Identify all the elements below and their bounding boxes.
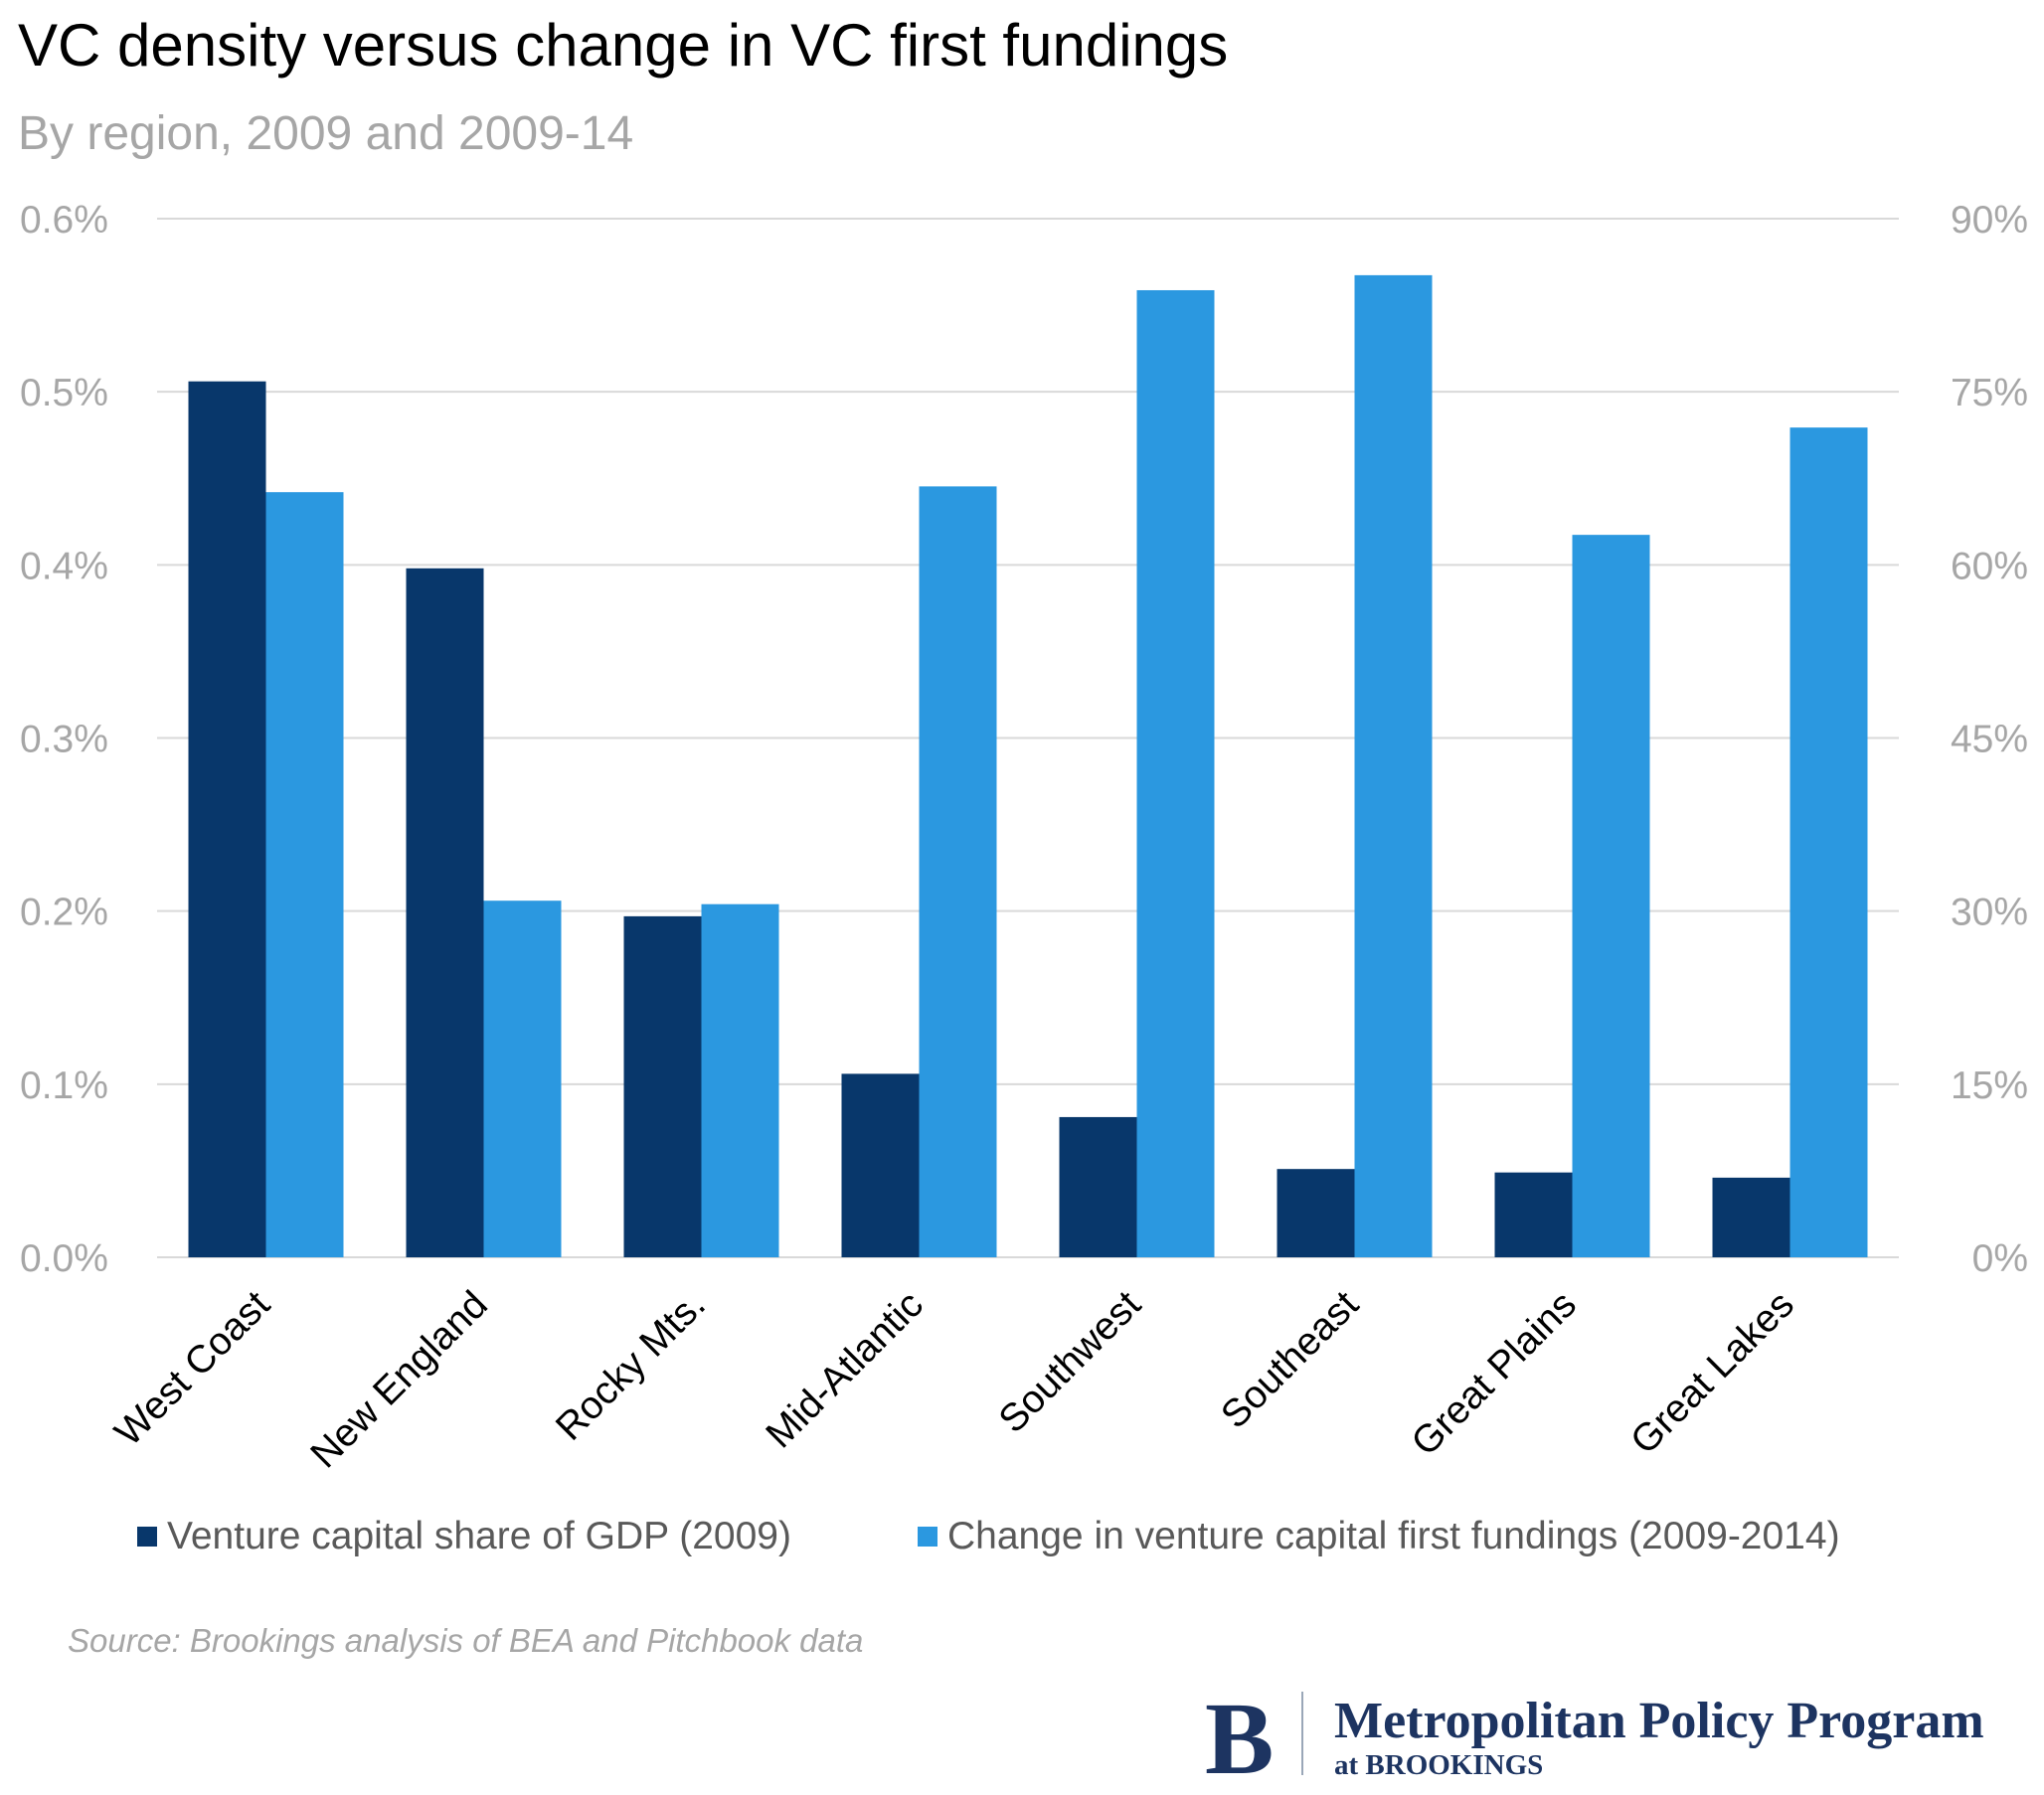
right-axis-ticks: 0% 15% 30% 45% 60% 75% 90% xyxy=(1951,199,2028,1280)
bar-vc-share xyxy=(623,915,702,1257)
right-tick-label: 60% xyxy=(1951,545,2028,587)
bar-first-fundings xyxy=(265,492,344,1257)
bar-vc-share xyxy=(1277,1169,1355,1257)
category-label: Mid-Atlantic xyxy=(758,1283,931,1456)
left-tick-label: 0.1% xyxy=(20,1064,108,1107)
left-tick-label: 0.3% xyxy=(20,719,108,761)
bar-vc-share xyxy=(406,568,484,1257)
logo-b-mark: B xyxy=(1205,1682,1274,1795)
bar-first-fundings xyxy=(1789,427,1868,1257)
bar-first-fundings xyxy=(1354,274,1433,1258)
category-label: Southeast xyxy=(1213,1283,1367,1437)
source-note: Source: Brookings analysis of BEA and Pi… xyxy=(68,1622,863,1659)
bars xyxy=(188,274,1868,1258)
right-tick-label: 30% xyxy=(1951,892,2028,934)
legend-label-vc-share: Venture capital share of GDP (2009) xyxy=(167,1515,791,1557)
bar-first-fundings xyxy=(1136,289,1215,1257)
category-label: Southwest xyxy=(991,1283,1149,1441)
left-tick-label: 0.4% xyxy=(20,545,108,587)
logo-program-name: Metropolitan Policy Program xyxy=(1334,1693,1984,1749)
bar-vc-share xyxy=(188,381,266,1257)
right-tick-label: 90% xyxy=(1951,199,2028,242)
bar-first-fundings xyxy=(483,900,562,1257)
brookings-logo: B Metropolitan Policy Program at BROOKIN… xyxy=(1205,1682,1984,1795)
category-label: Great Lakes xyxy=(1622,1283,1802,1463)
category-label: Great Plains xyxy=(1404,1283,1585,1464)
legend: Venture capital share of GDP (2009) Chan… xyxy=(137,1515,1840,1557)
left-axis-ticks: 0.0% 0.1% 0.2% 0.3% 0.4% 0.5% 0.6% xyxy=(20,199,108,1280)
right-tick-label: 75% xyxy=(1951,372,2028,414)
category-label: New England xyxy=(302,1283,495,1476)
bar-vc-share xyxy=(1494,1172,1573,1257)
bar-vc-share xyxy=(1712,1177,1790,1257)
right-tick-label: 0% xyxy=(1972,1237,2028,1280)
bar-vc-share xyxy=(1059,1116,1137,1257)
category-labels: West Coast New England Rocky Mts. Mid-Atlan… xyxy=(106,1283,1801,1477)
left-tick-label: 0.2% xyxy=(20,892,108,934)
legend-label-first-fundings: Change in venture capital first fundings… xyxy=(947,1515,1840,1557)
left-tick-label: 0.0% xyxy=(20,1237,108,1280)
legend-swatch-first-fundings xyxy=(918,1527,937,1547)
left-tick-label: 0.5% xyxy=(20,372,108,414)
chart-subtitle: By region, 2009 and 2009-14 xyxy=(18,107,633,160)
right-tick-label: 45% xyxy=(1951,719,2028,761)
chart-title: VC density versus change in VC first fun… xyxy=(18,12,1228,79)
legend-swatch-vc-share xyxy=(137,1527,157,1547)
category-label: Rocky Mts. xyxy=(548,1283,714,1449)
bar-first-fundings xyxy=(919,486,997,1257)
logo-subtitle: at BROOKINGS xyxy=(1334,1749,1543,1781)
bar-first-fundings xyxy=(1572,535,1650,1257)
right-tick-label: 15% xyxy=(1951,1064,2028,1107)
logo-divider xyxy=(1301,1692,1303,1775)
category-label: West Coast xyxy=(106,1283,278,1455)
bar-vc-share xyxy=(841,1073,920,1257)
left-tick-label: 0.6% xyxy=(20,199,108,242)
bar-first-fundings xyxy=(701,903,779,1257)
